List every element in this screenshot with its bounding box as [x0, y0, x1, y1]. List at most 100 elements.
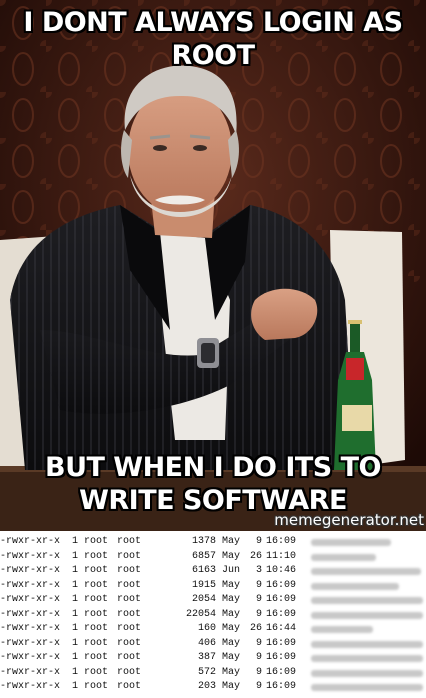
day: 9 — [255, 652, 262, 663]
listing-row: -rwxr-xr-x 1 root root 1378 May 9 16:09 — [0, 535, 426, 550]
file-size: 6163 — [191, 565, 216, 576]
owner: root — [84, 579, 109, 591]
link-count: 1 — [72, 681, 79, 692]
owner: root — [84, 536, 109, 547]
blurred-filename — [311, 553, 376, 561]
file-size: 203 — [197, 681, 216, 692]
file-size: 2054 — [191, 594, 216, 605]
time: 16:09 — [266, 666, 297, 678]
owner: root — [84, 666, 109, 678]
day: 9 — [255, 579, 262, 591]
permissions: -rwxr-xr-x — [0, 579, 61, 591]
day: 26 — [249, 623, 262, 634]
file-size: 22054 — [185, 608, 216, 620]
permissions: -rwxr-xr-x — [0, 594, 61, 605]
group: root — [117, 565, 142, 576]
link-count: 1 — [72, 594, 79, 605]
time: 16:44 — [266, 623, 297, 634]
blurred-filename — [311, 669, 423, 677]
day: 26 — [249, 550, 262, 562]
time: 16:09 — [266, 681, 297, 692]
group: root — [117, 652, 142, 663]
time: 11:10 — [266, 550, 297, 562]
link-count: 1 — [72, 550, 79, 562]
meme-photo — [0, 0, 426, 531]
month: May — [222, 652, 241, 663]
owner: root — [84, 594, 109, 605]
group: root — [117, 637, 142, 649]
owner: root — [84, 550, 109, 562]
group: root — [117, 550, 142, 562]
listing-row: -rwxr-xr-x 1 root root 203 May 9 16:09 — [0, 680, 426, 695]
listing-row: -rwxr-xr-x 1 root root 406 May 9 16:09 — [0, 637, 426, 652]
month: Jun — [222, 565, 241, 576]
day: 9 — [255, 608, 262, 620]
month: May — [222, 681, 241, 692]
listing-row: -rwxr-xr-x 1 root root 1915 May 9 16:09 — [0, 579, 426, 594]
day: 3 — [255, 565, 262, 576]
link-count: 1 — [72, 666, 79, 678]
link-count: 1 — [72, 608, 79, 620]
file-size: 160 — [197, 623, 216, 634]
group: root — [117, 623, 142, 634]
top-caption: I DONT ALWAYS LOGIN AS ROOT — [23, 7, 403, 71]
month: May — [222, 608, 241, 620]
owner: root — [84, 681, 109, 692]
blurred-filename — [311, 568, 421, 575]
file-size: 572 — [197, 666, 216, 678]
time: 16:09 — [266, 637, 297, 649]
month: May — [222, 637, 241, 649]
month: May — [222, 550, 241, 562]
blurred-filename — [311, 611, 423, 619]
blurred-filename — [311, 684, 423, 691]
file-size: 406 — [197, 637, 216, 649]
time: 16:09 — [266, 536, 297, 547]
day: 9 — [255, 637, 262, 649]
month: May — [222, 623, 241, 634]
listing-row: -rwxr-xr-x 1 root root 22054 May 9 16:09 — [0, 608, 426, 623]
month: May — [222, 666, 241, 678]
day: 9 — [255, 666, 262, 678]
day: 9 — [255, 681, 262, 692]
blurred-filename — [311, 640, 423, 648]
day: 9 — [255, 594, 262, 605]
file-size: 1915 — [191, 579, 216, 591]
blurred-filename — [311, 655, 423, 662]
watermark: memegenerator.net — [274, 511, 424, 529]
permissions: -rwxr-xr-x — [0, 666, 61, 678]
group: root — [117, 681, 142, 692]
permissions: -rwxr-xr-x — [0, 536, 61, 547]
permissions: -rwxr-xr-x — [0, 550, 61, 562]
group: root — [117, 579, 142, 591]
group: root — [117, 594, 142, 605]
time: 10:46 — [266, 565, 297, 576]
owner: root — [84, 623, 109, 634]
owner: root — [84, 608, 109, 620]
listing-row: -rwxr-xr-x 1 root root 2054 May 9 16:09 — [0, 593, 426, 608]
file-size: 1378 — [191, 536, 216, 547]
time: 16:09 — [266, 608, 297, 620]
blurred-filename — [311, 626, 373, 633]
blurred-filename — [311, 597, 423, 604]
file-listing: -rwxr-xr-x 1 root root 1378 May 9 16:09 … — [0, 535, 426, 698]
link-count: 1 — [72, 565, 79, 576]
permissions: -rwxr-xr-x — [0, 608, 61, 620]
bottom-caption: BUT WHEN I DO ITS TO WRITE SOFTWARE — [44, 452, 382, 516]
file-size: 6857 — [191, 550, 216, 562]
listing-row: -rwxr-xr-x 1 root root 387 May 9 16:09 — [0, 651, 426, 666]
permissions: -rwxr-xr-x — [0, 637, 61, 649]
group: root — [117, 608, 142, 620]
permissions: -rwxr-xr-x — [0, 623, 61, 634]
month: May — [222, 579, 241, 591]
time: 16:09 — [266, 579, 297, 591]
permissions: -rwxr-xr-x — [0, 652, 61, 663]
listing-row: -rwxr-xr-x 1 root root 6163 Jun 3 10:46 — [0, 564, 426, 579]
file-size: 387 — [197, 652, 216, 663]
link-count: 1 — [72, 536, 79, 547]
link-count: 1 — [72, 579, 79, 591]
link-count: 1 — [72, 623, 79, 634]
link-count: 1 — [72, 637, 79, 649]
month: May — [222, 536, 241, 547]
listing-row: -rwxr-xr-x 1 root root 6857 May 26 11:10 — [0, 550, 426, 565]
time: 16:09 — [266, 594, 297, 605]
